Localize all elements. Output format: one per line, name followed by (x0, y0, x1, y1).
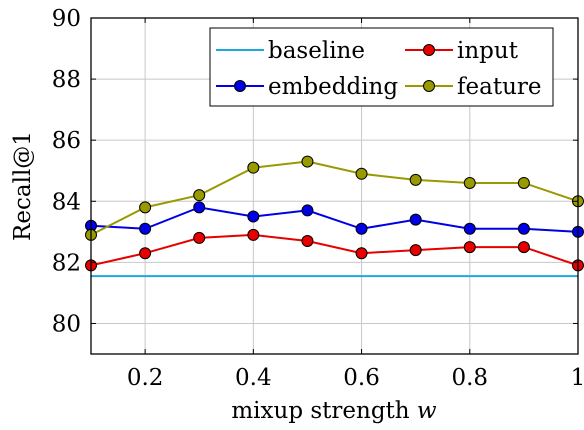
legend-marker-feature (423, 80, 435, 92)
y-tick-label: 82 (52, 250, 81, 276)
legend: baseline input embedding feature (209, 27, 554, 107)
y-tick-label: 88 (52, 67, 81, 93)
legend-marker-input (423, 44, 435, 56)
data-point-input (139, 247, 152, 260)
data-point-embedding (517, 222, 530, 235)
data-point-embedding (463, 222, 476, 235)
x-tick-label: 0.6 (343, 365, 380, 391)
legend-label-feature: feature (457, 74, 542, 100)
data-point-feature (247, 161, 260, 174)
x-axis-title: mixup strength w (231, 398, 437, 424)
data-point-input (517, 241, 530, 254)
y-tick-label: 86 (52, 128, 81, 154)
data-point-input (463, 241, 476, 254)
x-tick-label: 0.4 (235, 365, 272, 391)
y-tick-label: 84 (52, 189, 81, 215)
data-point-feature (409, 173, 422, 186)
legend-marker-embedding (234, 80, 246, 92)
data-point-feature (139, 201, 152, 214)
plot-frame (90, 17, 579, 355)
data-point-embedding (139, 222, 152, 235)
data-point-input (355, 247, 368, 260)
data-point-embedding (301, 204, 314, 217)
legend-label-embedding: embedding (268, 74, 398, 100)
legend-label-input: input (457, 38, 519, 64)
x-tick-label: 1 (571, 365, 584, 391)
data-point-input (193, 231, 206, 244)
data-point-feature (463, 176, 476, 189)
data-point-embedding (193, 201, 206, 214)
data-point-feature (355, 167, 368, 180)
data-point-input (409, 244, 422, 257)
legend-label-baseline: baseline (268, 38, 365, 64)
series-line-input (90, 233, 579, 267)
legend-box (209, 27, 554, 107)
data-point-input (301, 234, 314, 247)
data-point-feature (517, 176, 530, 189)
y-tick-label: 90 (52, 6, 81, 32)
data-point-embedding (409, 213, 422, 226)
series-line-embedding (90, 206, 579, 233)
x-tick-label: 0.8 (451, 365, 488, 391)
data-point-embedding (355, 222, 368, 235)
y-tick-label: 80 (52, 311, 81, 337)
x-tick-label: 0.2 (127, 365, 164, 391)
y-axis-title: Recall@1 (10, 131, 36, 241)
series-layer (85, 155, 584, 278)
data-point-input (247, 228, 260, 241)
data-point-embedding (247, 210, 260, 223)
tick-labels: 0.2 0.4 0.6 0.8 1 80 82 84 86 88 90 (52, 6, 584, 391)
data-point-feature (193, 189, 206, 202)
series-line-feature (90, 160, 579, 236)
data-point-feature (301, 155, 314, 168)
